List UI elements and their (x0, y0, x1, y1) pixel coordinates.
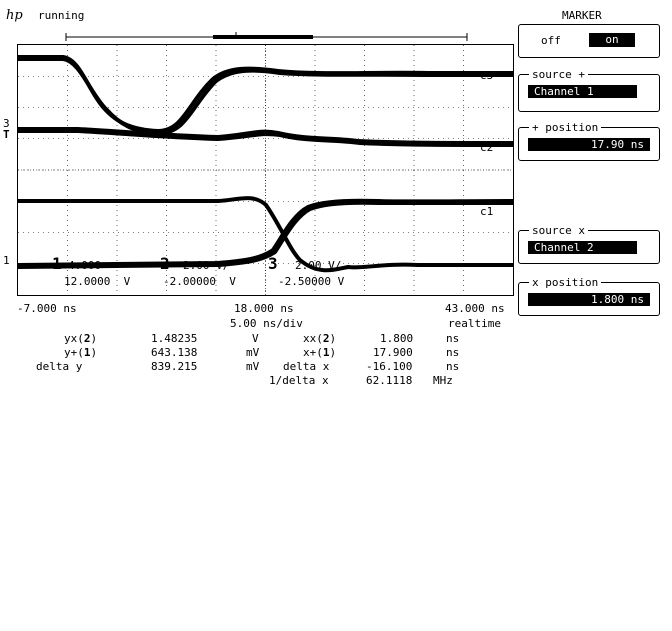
plus-position-label: + position (529, 121, 602, 134)
x-position-label: x position (529, 276, 602, 289)
xx-value: 1.800 (380, 332, 414, 345)
xplus-unit: ns (446, 346, 460, 359)
delta-y-unit: mV (246, 360, 260, 373)
source-plus-label: source + (529, 68, 588, 81)
time-reference-bar (65, 32, 468, 41)
source-x-value: Channel 2 (534, 241, 594, 254)
inv-delta-x-label: 1/delta x (269, 374, 329, 387)
marker-off-option: off (541, 34, 561, 47)
ch1-offset: 12.0000 V (64, 275, 131, 288)
inv-delta-x-unit: MHz (433, 374, 453, 387)
ch3-offset: -2.50000 V (278, 275, 345, 288)
timebase-right: 43.000 ns (445, 302, 505, 315)
ch3-number: 3 (268, 254, 278, 273)
delta-y-label: delta y (36, 360, 83, 373)
c1-label: c1 (480, 205, 494, 218)
ch3-trace-ghost (18, 57, 513, 135)
c3-label: c3 (480, 69, 494, 82)
ch2-trace-ghost (18, 129, 514, 147)
ch2-low-ghost (18, 200, 513, 269)
ch3-ground-marker: 3 (3, 117, 10, 130)
yplus-label: y+(1) (64, 346, 98, 359)
ch2-number: 2 (160, 254, 170, 273)
timebase-center: 18.000 ns (234, 302, 294, 315)
delta-x-value: -16.100 (366, 360, 413, 373)
yx-label: yx(2) (64, 332, 98, 345)
ch1-number: 1 (52, 254, 62, 273)
source-plus-field: Channel 1 (528, 85, 637, 98)
source-plus-value: Channel 1 (534, 85, 594, 98)
marker-measurements: yx(2) 1.48235 V y+(1) 643.138 mV delta y… (0, 332, 672, 400)
x-position-field: 1.800 ns (528, 293, 650, 306)
ch1-scale: 4.000 (68, 259, 102, 272)
inv-delta-x-value: 62.1118 (366, 374, 413, 387)
hp-logo: hp (6, 8, 23, 23)
ch3-scale: 2.00 V/ (295, 259, 342, 272)
x-position-value: 1.800 ns (591, 293, 644, 306)
acquisition-status: running (38, 9, 85, 22)
marker-toggle-softkey[interactable]: off on (518, 24, 660, 58)
yx-unit: V (252, 332, 259, 345)
plus-position-field: 17.90 ns (528, 138, 650, 151)
xx-unit: ns (446, 332, 460, 345)
c2-label: c2 (480, 141, 494, 154)
delta-x-label: delta x (283, 360, 330, 373)
yx-value: 1.48235 (151, 332, 198, 345)
xx-label: xx(2) (303, 332, 337, 345)
plus-position-value: 17.90 ns (591, 138, 644, 151)
source-x-field: Channel 2 (528, 241, 637, 254)
timebase-left: -7.000 ns (17, 302, 77, 315)
waveform-svg (18, 45, 514, 295)
yplus-unit: mV (246, 346, 260, 359)
waveform-display[interactable]: 3 T 1 c3 c2 c1 1 4.000 2 2.00 V/ 3 2.00 … (3, 44, 514, 296)
timebase-per-div: 5.00 ns/div (230, 317, 303, 330)
trigger-marker: T (3, 128, 10, 141)
xplus-value: 17.900 (373, 346, 413, 359)
x-position-softkey[interactable]: x position 1.800 ns (518, 276, 660, 316)
delta-x-unit: ns (446, 360, 460, 373)
source-x-label: source x (529, 224, 588, 237)
marker-on-option: on (589, 33, 635, 47)
ch2-offset: -2.00000 V (163, 275, 236, 288)
source-plus-softkey[interactable]: source + Channel 1 (518, 68, 660, 112)
source-x-softkey[interactable]: source x Channel 2 (518, 224, 660, 264)
yplus-value: 643.138 (151, 346, 198, 359)
ch1-ground-marker: 1 (3, 254, 10, 267)
delta-y-value: 839.215 (151, 360, 198, 373)
ch1-trace (18, 196, 513, 273)
ch2-scale: 2.00 V/ (183, 259, 230, 272)
plus-position-softkey[interactable]: + position 17.90 ns (518, 121, 660, 161)
marker-menu-title: MARKER (562, 9, 602, 22)
acquisition-mode: realtime (448, 317, 501, 330)
xplus-label: x+(1) (303, 346, 337, 359)
